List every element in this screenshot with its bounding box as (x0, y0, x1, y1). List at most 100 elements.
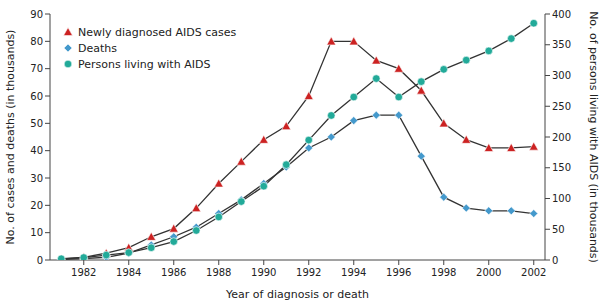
x-tick-label: 2000 (476, 267, 501, 278)
y2-tick-label: 350 (552, 39, 571, 50)
point (530, 209, 538, 217)
point (125, 249, 133, 257)
point (305, 144, 313, 152)
y2-tick-label: 0 (552, 255, 558, 266)
y-tick-label: 60 (30, 91, 43, 102)
point (462, 135, 471, 143)
point (485, 207, 493, 215)
point (507, 143, 516, 151)
x-tick-label: 1992 (296, 267, 321, 278)
point (304, 92, 313, 100)
y-tick (45, 41, 50, 42)
point (417, 86, 426, 94)
point (79, 253, 88, 260)
y2-tick-label: 200 (552, 132, 571, 143)
point (350, 117, 358, 125)
point (372, 56, 381, 64)
y2-tick-label: 400 (552, 9, 571, 20)
points (57, 19, 539, 260)
x-tick-label: 1984 (116, 267, 141, 278)
x-tick-label: 1996 (386, 267, 411, 278)
y-tick-label: 50 (30, 118, 43, 129)
y-tick (45, 68, 50, 69)
point (237, 198, 245, 206)
y-tick (45, 150, 50, 151)
x-tick (263, 260, 264, 265)
y2-tick (545, 137, 550, 138)
point (147, 232, 156, 240)
series-line (61, 115, 534, 259)
y2-tick (545, 260, 550, 261)
y-tick-label: 0 (37, 255, 43, 266)
y2-tick (545, 14, 550, 15)
y-tick (45, 96, 50, 97)
x-tick (353, 260, 354, 265)
legend-label: Deaths (78, 42, 117, 55)
y2-tick (545, 75, 550, 76)
point (507, 207, 515, 215)
point (282, 161, 290, 169)
point (350, 93, 358, 101)
x-tick (488, 260, 489, 265)
point (169, 224, 178, 232)
legend-symbol (64, 60, 72, 68)
x-tick (173, 260, 174, 265)
point (147, 244, 155, 252)
point (57, 255, 66, 260)
y-tick-label: 40 (30, 145, 43, 156)
point (327, 37, 336, 45)
point (237, 157, 246, 165)
x-tick (398, 260, 399, 265)
point (394, 64, 403, 72)
point (305, 136, 313, 144)
point (395, 93, 403, 101)
y-tick-label: 70 (30, 63, 43, 74)
point (327, 133, 335, 141)
y2-tick-label: 250 (552, 101, 571, 112)
legend-symbol (64, 44, 72, 52)
x-axis-title: Year of diagnosis or death (225, 288, 369, 301)
x-tick (218, 260, 219, 265)
series-line (61, 41, 534, 259)
x-tick (308, 260, 309, 265)
point (372, 75, 380, 83)
point (80, 255, 88, 260)
x-tick-label: 1988 (206, 267, 231, 278)
y2-tick-label: 50 (552, 224, 565, 235)
chart: 1982198419861988199019921994199619982000… (0, 0, 600, 306)
y-tick-label: 20 (30, 200, 43, 211)
y2-tick (545, 229, 550, 230)
point (102, 251, 110, 259)
y-tick (45, 178, 50, 179)
plot-area (57, 19, 539, 260)
point (57, 255, 65, 260)
y2-axis-title: No. of persons living with AIDS (in thou… (587, 11, 600, 263)
y2-tick-label: 100 (552, 193, 571, 204)
point (485, 47, 493, 55)
point (57, 255, 65, 260)
point (462, 204, 470, 212)
legend: Newly diagnosed AIDS casesDeathsPersons … (64, 26, 237, 71)
x-tick-label: 1990 (251, 267, 276, 278)
point (125, 249, 133, 257)
y-axis-title: No. of cases and deaths (in thousands) (4, 30, 17, 245)
x-tick (83, 260, 84, 265)
y-tick (45, 205, 50, 206)
point (395, 111, 403, 119)
y-tick (45, 14, 50, 15)
y-tick-label: 90 (30, 9, 43, 20)
x-tick-label: 1994 (341, 267, 366, 278)
point (462, 56, 470, 64)
x-tick-label: 1982 (71, 267, 96, 278)
y-tick (45, 123, 50, 124)
series-line (61, 23, 534, 259)
y2-tick (545, 44, 550, 45)
point (439, 119, 448, 127)
x-tick (443, 260, 444, 265)
axes: 1982198419861988199019921994199619982000… (30, 9, 571, 279)
y2-tick-label: 150 (552, 162, 571, 173)
x-tick (128, 260, 129, 265)
point (372, 111, 380, 119)
y-tick (45, 232, 50, 233)
point (170, 238, 178, 246)
